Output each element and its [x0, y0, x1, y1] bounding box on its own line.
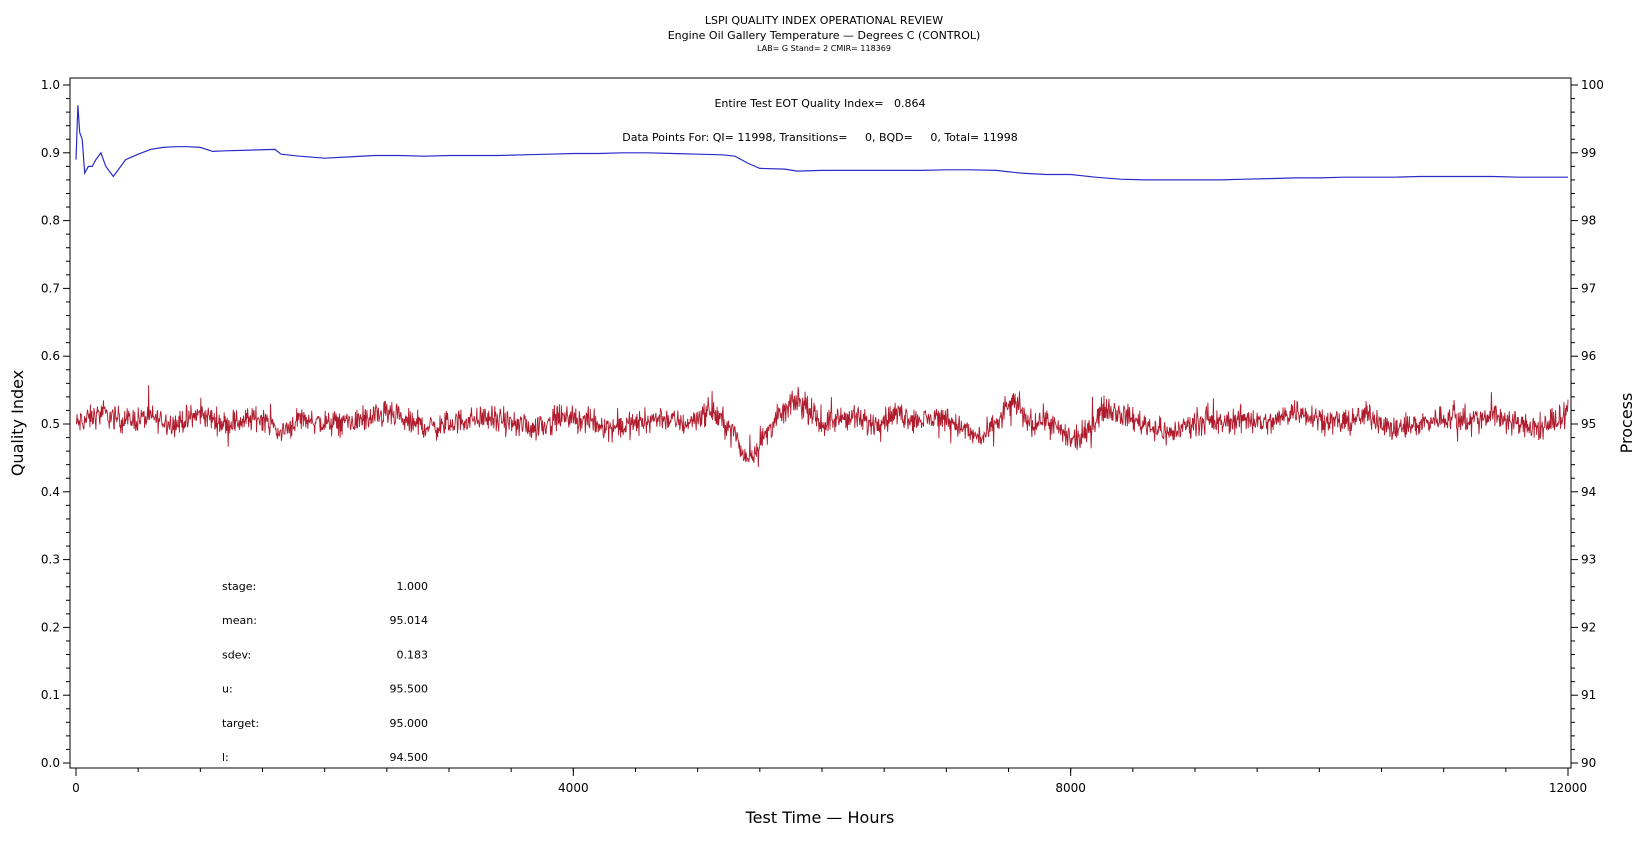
series-layer	[75, 105, 1569, 468]
y-left-tick-label: 0.8	[41, 214, 60, 228]
stat-value: 95.500	[390, 683, 429, 696]
y-left-tick-label: 1.0	[41, 78, 60, 92]
y-left-tick-label: 0.5	[41, 417, 60, 431]
y-left-tick-label: 0.0	[41, 756, 60, 770]
chart-title: LSPI QUALITY INDEX OPERATIONAL REVIEW	[705, 14, 943, 27]
y-right-tick-label: 90	[1581, 756, 1596, 770]
y-right-tick-label: 98	[1581, 214, 1596, 228]
y-left-tick-label: 0.6	[41, 349, 60, 363]
y-left-tick-label: 0.2	[41, 620, 60, 634]
x-axis-label: Test Time — Hours	[745, 808, 895, 827]
stat-label: target:	[222, 717, 259, 730]
x-axis: 0 4000 8000 12000	[72, 768, 1587, 795]
x-tick-label: 4000	[558, 781, 589, 795]
y-right-tick-label: 99	[1581, 146, 1596, 160]
y-right-tick-label: 91	[1581, 688, 1596, 702]
stat-value: 0.183	[397, 648, 429, 661]
stat-value: 94.500	[390, 751, 429, 764]
stat-label: mean:	[222, 614, 257, 627]
stat-value: 1.000	[397, 580, 429, 593]
stat-value: 95.000	[390, 717, 429, 730]
quality-index-series-line	[75, 105, 1568, 181]
chart-subtitle: Engine Oil Gallery Temperature — Degrees…	[668, 29, 981, 42]
stats-table: stage: 1.000 mean: 95.014 sdev: 0.183 u: 95.500…	[222, 580, 428, 764]
y-left-axis: 0.0 0.1 0.2 0.3 0.4 0.5 0.6 0.7 0.8 0.9 1.0	[41, 78, 70, 770]
y-left-tick-label: 0.7	[41, 281, 60, 295]
y-right-tick-label: 100	[1581, 78, 1604, 92]
y-right-tick-label: 95	[1581, 417, 1596, 431]
stat-label: l:	[222, 751, 229, 764]
data-points-annotation: Data Points For: QI= 11998, Transitions=…	[622, 131, 1017, 144]
x-tick-label: 0	[72, 781, 80, 795]
y-right-axis: 90 91 92 93 94 95 96 97 98 99 100	[1571, 78, 1604, 770]
y-left-tick-label: 0.9	[41, 146, 60, 160]
y-right-tick-label: 94	[1581, 485, 1596, 499]
y-right-tick-label: 93	[1581, 553, 1596, 567]
x-tick-label: 8000	[1055, 781, 1086, 795]
stat-label: sdev:	[222, 648, 251, 661]
y-left-tick-label: 0.4	[41, 485, 60, 499]
y-left-axis-label: Quality Index	[8, 370, 27, 476]
y-left-tick-label: 0.1	[41, 688, 60, 702]
stat-label: stage:	[222, 580, 256, 593]
y-right-tick-label: 97	[1581, 281, 1596, 295]
plot-frame	[69, 77, 1572, 769]
chart-subtitle-lab: LAB= G Stand= 2 CMIR= 118369	[757, 44, 891, 53]
stat-value: 95.014	[390, 614, 429, 627]
stat-label: u:	[222, 683, 233, 696]
y-right-axis-label: Process	[1617, 393, 1636, 454]
y-right-tick-label: 96	[1581, 349, 1596, 363]
x-tick-label: 12000	[1549, 781, 1587, 795]
y-left-tick-label: 0.3	[41, 553, 60, 567]
y-right-tick-label: 92	[1581, 620, 1596, 634]
process-series-line	[75, 385, 1569, 468]
quality-index-annotation: Entire Test EOT Quality Index= 0.864	[714, 97, 925, 110]
